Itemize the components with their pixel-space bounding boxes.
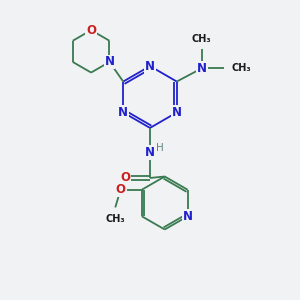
Text: O: O [116, 183, 126, 196]
Text: N: N [145, 146, 155, 159]
Text: H: H [155, 142, 163, 153]
Text: N: N [183, 210, 193, 223]
Text: N: N [104, 56, 115, 68]
Text: O: O [120, 172, 130, 184]
Text: O: O [86, 24, 96, 37]
Text: CH₃: CH₃ [231, 63, 251, 73]
Text: CH₃: CH₃ [192, 34, 212, 44]
Text: N: N [145, 60, 155, 73]
Text: N: N [172, 106, 182, 119]
Text: N: N [197, 62, 207, 75]
Text: N: N [118, 106, 128, 119]
Text: CH₃: CH₃ [106, 214, 125, 224]
